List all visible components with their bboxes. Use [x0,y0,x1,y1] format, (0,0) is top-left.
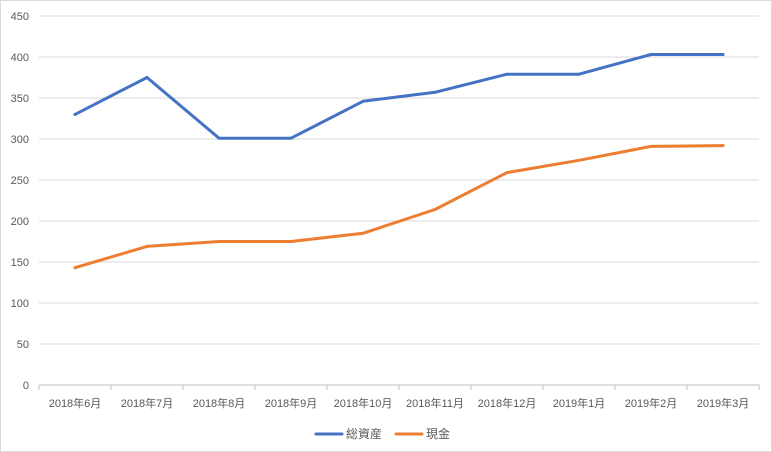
series-1-point [217,240,221,243]
y-tick-label: 100 [11,298,29,310]
series-0-point [721,53,725,57]
series-0-point [577,72,581,76]
x-tick-label: 2018年9月 [265,396,318,410]
series-1-point [73,266,77,270]
x-tick-label: 2018年8月 [193,396,246,410]
series-line-1 [73,144,725,270]
axes: 0 50 100 150 200 250 300 350 400 450 2018年6月 2018年7… [11,11,760,410]
x-tick-label: 2018年7月 [121,396,174,410]
legend-item-1: 現金 [394,426,450,441]
series-1-point [649,144,653,148]
series-1-point [577,158,581,162]
y-tick-label: 250 [11,175,29,187]
x-tick-label: 2018年10月 [334,396,393,410]
series-1-point [361,231,365,235]
series-0-point [145,76,149,79]
x-tick-label: 2019年3月 [697,396,750,410]
legend-item-0: 総資産 [314,426,382,441]
series-1-point [145,244,149,248]
legend-label: 現金 [426,426,450,441]
series-0-point [217,136,221,140]
y-tick-label: 50 [17,339,29,351]
legend: 総資産 現金 [314,426,450,441]
x-tick-label: 2018年11月 [406,396,464,410]
series-line-0 [73,53,725,140]
series-1-point [721,144,725,148]
series-1-point [505,171,509,175]
y-tick-label: 0 [23,380,29,392]
series-0-point [289,136,293,140]
x-tick-label: 2018年6月 [49,396,102,410]
series-0-point [73,112,77,116]
series-1-point [289,240,293,243]
y-tick-label: 350 [11,93,29,105]
x-tick-label: 2019年2月 [625,396,678,410]
y-tick-label: 450 [11,11,29,23]
series-1-point [433,208,437,212]
grid [39,15,759,345]
series-0-point [505,72,509,76]
series-0-point [433,90,437,94]
x-tick-label: 2019年1月 [553,396,606,410]
x-tick-label: 2018年12月 [478,396,537,410]
legend-label: 総資産 [346,426,382,441]
series-0-point [361,99,365,103]
series-lines [73,53,725,270]
y-tick-label: 400 [11,52,29,64]
y-tick-label: 200 [11,216,29,228]
y-tick-label: 300 [11,134,29,146]
series-0-point [649,53,653,57]
y-tick-label: 150 [11,257,29,269]
